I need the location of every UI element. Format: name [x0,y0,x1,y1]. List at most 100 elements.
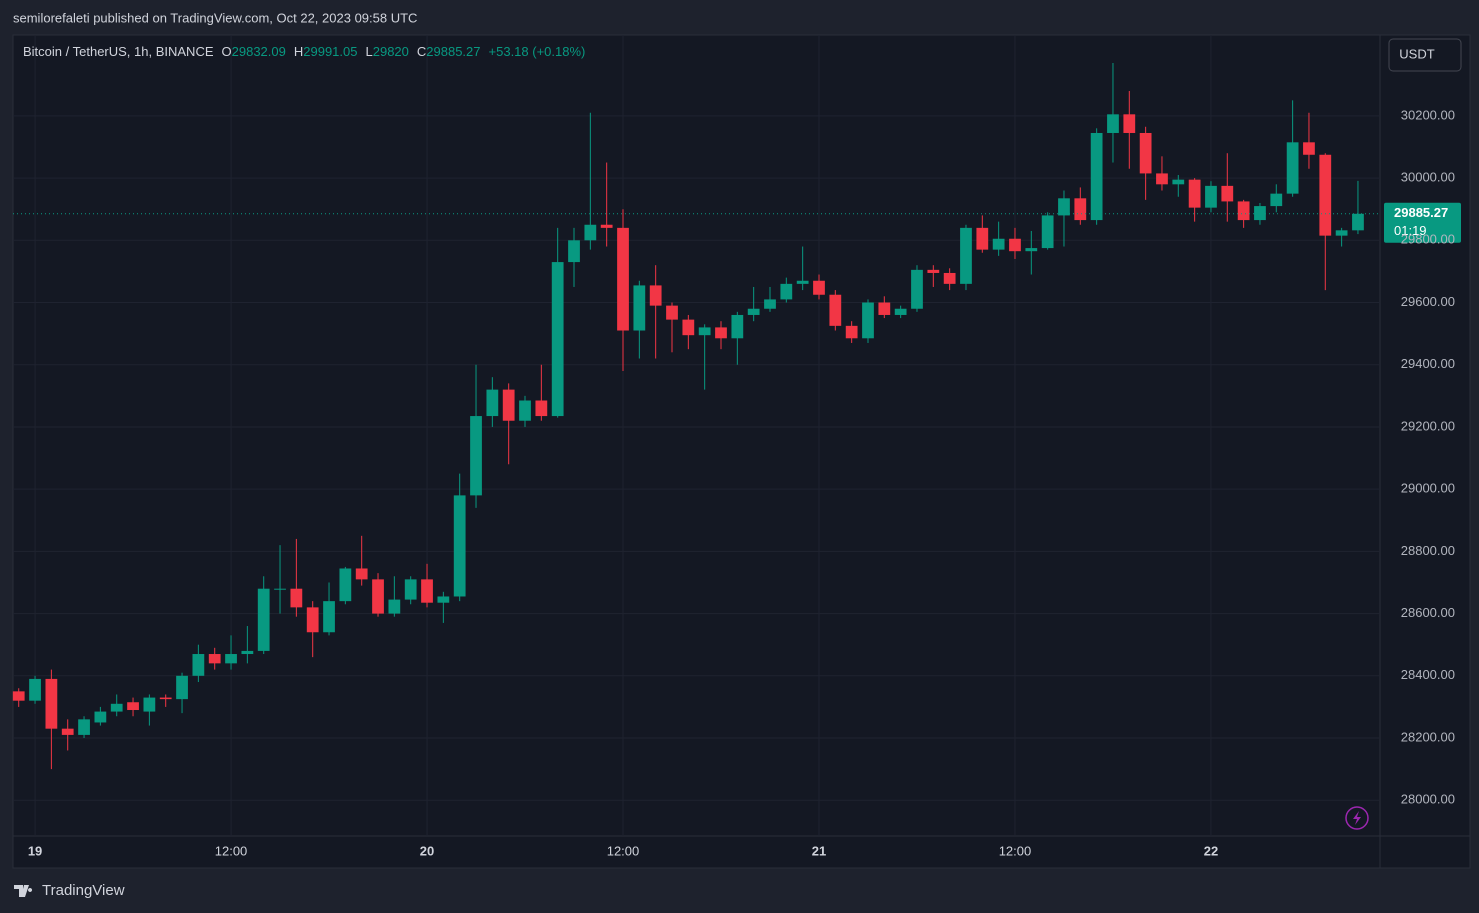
body [339,568,352,602]
body [290,588,303,608]
open-label: O [222,44,232,59]
y-tick-label: 29800.00 [1401,232,1455,247]
body [813,280,825,295]
body [960,227,972,284]
brand-name[interactable]: TradingView [42,882,125,899]
body [829,294,842,326]
x-tick-label: 21 [812,843,826,858]
body [192,654,205,676]
alert-icon[interactable] [1345,806,1369,830]
body [241,650,254,655]
body [1156,173,1168,185]
body [127,702,139,711]
body [943,272,956,284]
body [698,327,711,336]
body [372,579,384,614]
body [666,305,678,320]
body [1254,206,1266,221]
alert-bolt [1353,811,1361,825]
y-tick-label: 30000.00 [1401,170,1455,185]
body [617,227,629,331]
high-value: 29991.05 [303,44,357,59]
body [1335,230,1348,236]
body [470,416,482,496]
body [1139,132,1152,174]
body [1237,201,1250,221]
body [568,240,580,263]
x-tick-label: 19 [28,843,42,858]
body [992,238,1005,250]
body [584,224,597,241]
body [1221,185,1234,202]
currency-label[interactable]: USDT [1399,46,1434,61]
body [1352,213,1364,231]
body [551,262,564,417]
body [45,678,58,729]
x-tick-label: 12:00 [999,843,1032,858]
chart-pane [12,34,1471,869]
body [29,678,41,701]
body [845,325,858,339]
body [1041,215,1054,249]
body [388,599,401,614]
y-tick-label: 29200.00 [1401,418,1455,433]
body [682,319,695,336]
body [976,227,989,250]
body [1025,248,1038,252]
body [110,703,123,712]
body [1107,114,1119,133]
body [274,588,286,590]
body [1319,154,1332,236]
x-tick-label: 20 [420,843,434,858]
body [1172,179,1185,185]
body [61,728,74,735]
price-tag: 29885.27 01:19 [13,202,1461,243]
close-value: 29885.27 [426,44,480,59]
body [927,269,940,273]
y-tick-label: 28600.00 [1401,605,1455,620]
body [535,400,548,417]
body [257,588,270,651]
close-label: C [417,44,426,59]
open-value: 29832.09 [232,44,286,59]
body [731,314,744,339]
body [1188,179,1201,208]
body [715,327,727,339]
body [1205,185,1217,208]
x-tick-label: 12:00 [215,843,248,858]
last-price-box [1384,202,1461,243]
x-tick-label: 22 [1204,843,1218,858]
last-price-label: 29885.27 [1394,205,1448,220]
body [1009,238,1021,252]
body [225,654,237,664]
low-value: 29820 [373,44,409,59]
body [306,607,319,633]
currency-button[interactable] [1388,38,1462,72]
y-tick-label: 28400.00 [1401,667,1455,682]
body [796,280,809,284]
body [159,697,172,700]
body [1074,198,1087,221]
body [94,711,107,723]
body [421,579,433,603]
body [862,302,874,339]
body [1090,132,1103,221]
body [437,596,450,603]
body [323,601,335,633]
body [208,654,221,664]
y-tick-label: 29400.00 [1401,356,1455,371]
body [78,719,90,735]
body [404,579,417,600]
brand-logo[interactable] [14,885,33,897]
body [502,389,515,421]
body [519,400,531,421]
body [1286,142,1299,194]
body [1123,114,1136,133]
body [143,697,156,712]
body [1058,198,1070,216]
countdown: 01:19 [1394,223,1427,238]
published-note: semilorefaleti published on TradingView.… [13,10,417,25]
body [355,568,368,580]
legend: Bitcoin / TetherUS, 1h, BINANCE O29832.09… [23,44,585,59]
y-tick-label: 30200.00 [1401,107,1455,122]
